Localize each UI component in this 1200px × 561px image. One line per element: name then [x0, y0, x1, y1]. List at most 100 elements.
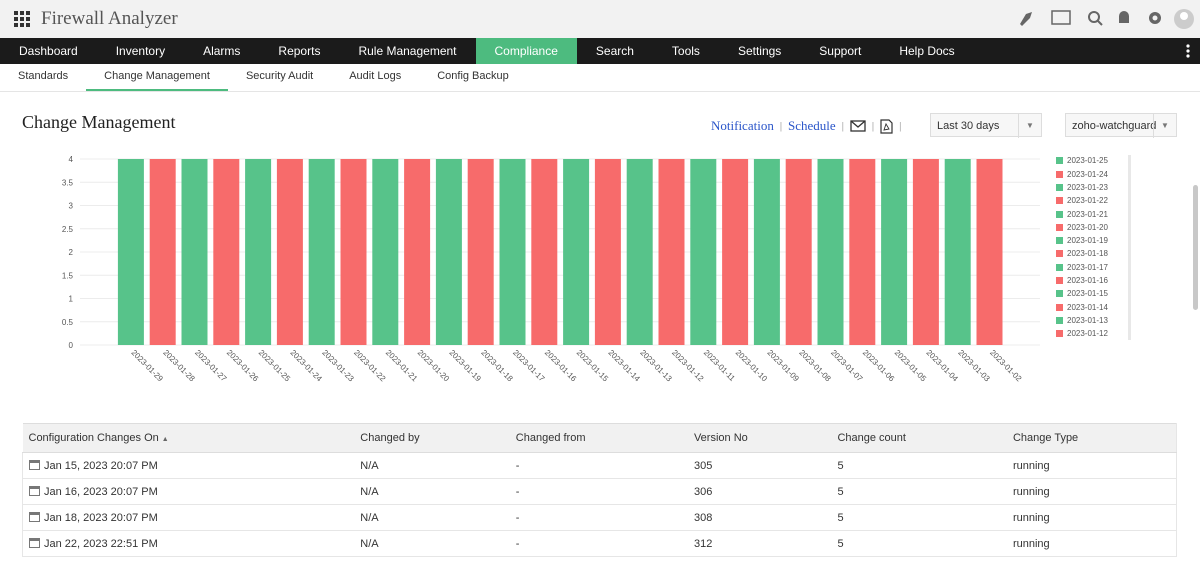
bar[interactable]	[245, 159, 272, 345]
bar[interactable]	[340, 159, 367, 345]
nav-item[interactable]: Search	[595, 44, 634, 58]
search-icon[interactable]	[1088, 11, 1100, 23]
x-tick-label: 2023-01-06	[861, 348, 897, 384]
bar[interactable]	[404, 159, 431, 345]
rocket-icon[interactable]	[1020, 12, 1032, 26]
bar[interactable]	[213, 159, 240, 345]
sort-icon: ▲	[161, 436, 169, 443]
bar[interactable]	[276, 159, 303, 345]
bar[interactable]	[626, 159, 653, 345]
more-icon[interactable]	[1185, 43, 1191, 59]
sub-nav-item[interactable]: Security Audit	[245, 70, 314, 82]
column-header[interactable]: Change Type	[1006, 423, 1177, 453]
cell-text: 306	[693, 485, 713, 498]
notification-link[interactable]: Notification	[711, 118, 774, 133]
legend-item[interactable]: 2023-01-16	[1056, 274, 1128, 287]
bar[interactable]	[976, 159, 1003, 345]
nav-item[interactable]: Dashboard	[19, 44, 78, 58]
bar[interactable]	[594, 159, 621, 345]
calendar-top	[29, 486, 40, 489]
bar[interactable]	[372, 159, 399, 345]
bar[interactable]	[690, 159, 717, 345]
nav-item[interactable]: Alarms	[203, 44, 241, 58]
device-dropdown[interactable]: zoho-watchguard ▼	[1065, 113, 1177, 138]
app-title: Firewall Analyzer	[41, 8, 178, 29]
nav-item[interactable]: Help Docs	[899, 44, 955, 58]
bar[interactable]	[753, 159, 780, 345]
bar[interactable]	[435, 159, 462, 345]
y-tick-label: 0	[69, 341, 74, 350]
nav-item[interactable]: Settings	[737, 44, 782, 58]
bar[interactable]	[467, 159, 494, 345]
bell-icon[interactable]	[1119, 11, 1129, 23]
date-range-dropdown[interactable]: Last 30 days ▼	[930, 113, 1042, 138]
bar[interactable]	[149, 159, 176, 345]
column-header[interactable]: Changed by	[354, 423, 510, 453]
legend-item[interactable]: 2023-01-23	[1056, 181, 1128, 194]
column-header[interactable]: Changed from	[509, 423, 688, 453]
legend-swatch	[1056, 210, 1063, 218]
legend-item[interactable]: 2023-01-12	[1056, 327, 1128, 340]
legend-item[interactable]: 2023-01-14	[1056, 300, 1128, 313]
screen-icon[interactable]	[1051, 10, 1071, 25]
bar[interactable]	[499, 159, 526, 345]
nav-item[interactable]: Rule Management	[358, 44, 457, 58]
bar[interactable]	[563, 159, 590, 345]
pdf-icon[interactable]	[880, 118, 893, 134]
y-tick-label: 4	[69, 155, 74, 164]
sub-nav: Standards Change Management Security Audit…	[0, 64, 1200, 92]
sub-nav-item[interactable]: Audit Logs	[349, 70, 402, 82]
bar[interactable]	[944, 159, 971, 345]
app-menu-icon[interactable]	[14, 11, 30, 27]
bar[interactable]	[531, 159, 558, 345]
legend-item[interactable]: 2023-01-13	[1056, 314, 1128, 327]
legend-item[interactable]: 2023-01-15	[1056, 287, 1128, 300]
column-header[interactable]: Version No	[687, 423, 832, 453]
table-cell: 5	[831, 452, 1007, 479]
bar[interactable]	[117, 159, 144, 345]
bar[interactable]	[658, 159, 685, 345]
email-icon[interactable]	[850, 120, 866, 132]
nav-item[interactable]: Support	[819, 44, 862, 58]
column-header[interactable]: Change count	[831, 423, 1007, 453]
column-header-label: Changed from	[515, 432, 586, 444]
table-cell: running	[1006, 530, 1177, 557]
x-tick-label: 2023-01-18	[479, 348, 515, 384]
schedule-link[interactable]: Schedule	[788, 118, 836, 133]
bar[interactable]	[912, 159, 939, 345]
legend-item[interactable]: 2023-01-17	[1056, 261, 1128, 274]
table-cell: running	[1006, 478, 1177, 505]
bar[interactable]	[881, 159, 908, 345]
legend-item[interactable]: 2023-01-18	[1056, 247, 1128, 260]
nav-item[interactable]: Compliance	[475, 38, 577, 64]
cell-text: Jan 22, 2023 22:51 PM	[44, 537, 158, 550]
bar[interactable]	[308, 159, 335, 345]
table-cell: 312	[687, 530, 832, 557]
legend-item[interactable]: 2023-01-22	[1056, 194, 1128, 207]
legend-swatch	[1056, 277, 1063, 284]
nav-item[interactable]: Reports	[278, 44, 321, 58]
bar[interactable]	[722, 159, 749, 345]
sub-nav-item[interactable]: Change Management	[86, 64, 228, 91]
legend-item[interactable]: 2023-01-19	[1056, 234, 1128, 247]
bar[interactable]	[785, 159, 812, 345]
sub-nav-item[interactable]: Standards	[18, 70, 69, 82]
x-tick-label: 2023-01-25	[257, 348, 293, 384]
bar[interactable]	[817, 159, 844, 345]
table-cell: N/A	[354, 504, 510, 531]
legend-item[interactable]: 2023-01-20	[1056, 221, 1128, 234]
cell-text: -	[515, 485, 520, 498]
column-header[interactable]: Configuration Changes On ▲	[22, 423, 355, 453]
legend-item[interactable]: 2023-01-25	[1056, 155, 1128, 167]
bar[interactable]	[849, 159, 876, 345]
nav-item[interactable]: Inventory	[115, 44, 166, 58]
column-header-label: Configuration Changes On	[28, 432, 159, 444]
bar[interactable]	[181, 159, 208, 345]
legend-item[interactable]: 2023-01-21	[1056, 207, 1128, 220]
calendar-top	[29, 460, 40, 463]
top-bar: Firewall Analyzer	[0, 0, 1200, 38]
page-scrollbar[interactable]	[1193, 185, 1198, 310]
nav-item[interactable]: Tools	[671, 44, 700, 58]
sub-nav-item[interactable]: Config Backup	[437, 70, 509, 82]
legend-item[interactable]: 2023-01-24	[1056, 167, 1128, 180]
